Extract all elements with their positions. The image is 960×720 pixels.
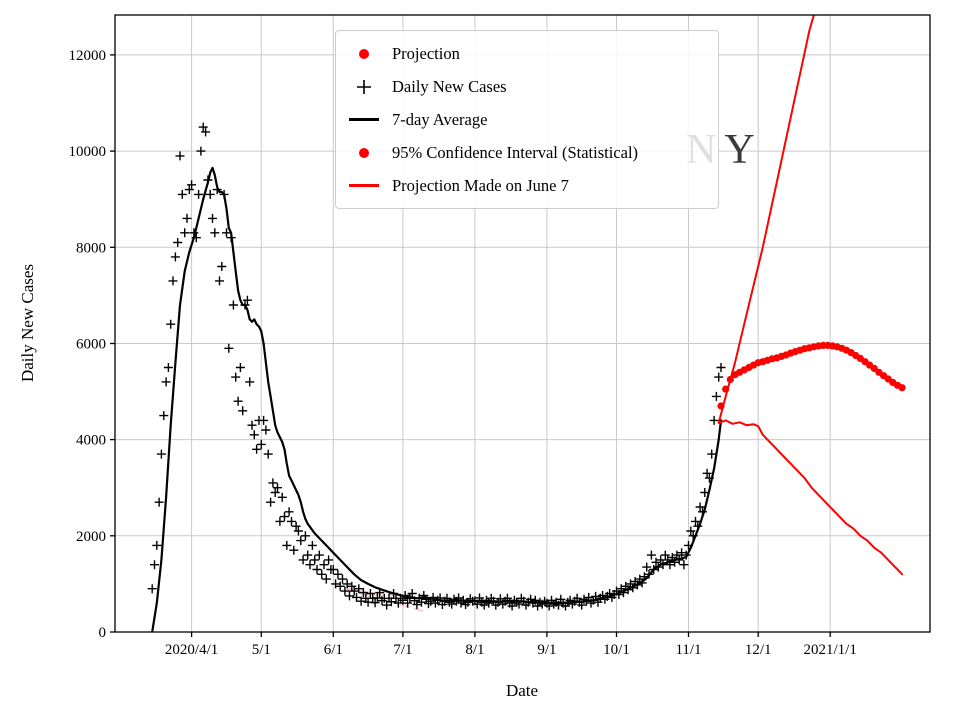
y-axis-label: Daily New Cases [18,263,37,383]
svg-text:10/1: 10/1 [603,642,630,658]
svg-text:11/1: 11/1 [675,642,701,658]
svg-text:9/1: 9/1 [537,642,556,658]
svg-text:5/1: 5/1 [252,642,271,658]
legend-label: 7-day Average [392,109,488,129]
legend-label: 95% Confidence Interval (Statistical) [392,142,639,162]
legend: Projection Daily New Cases 7-day Average… [335,30,719,209]
svg-text:0: 0 [99,625,107,641]
svg-text:12/1: 12/1 [745,642,772,658]
legend-item-projection: Projection [346,37,708,70]
legend-item-7-day-average: 7-day Average [346,103,708,136]
svg-text:8/1: 8/1 [465,642,484,658]
svg-text:6000: 6000 [76,337,106,353]
plus-marker-icon [346,78,382,96]
legend-item-june7-projection: Projection Made on June 7 [346,169,708,202]
x-axis-label: Date [505,681,539,700]
red-line-icon [346,184,382,187]
svg-text:4000: 4000 [76,433,106,449]
legend-label: Projection [392,43,460,63]
legend-label: Projection Made on June 7 [392,175,569,195]
svg-text:6/1: 6/1 [324,642,343,658]
svg-text:7/1: 7/1 [393,642,412,658]
projection-dot-icon [346,48,382,59]
svg-text:12000: 12000 [69,48,107,64]
legend-item-daily-new-cases: Daily New Cases [346,70,708,103]
svg-text:2000: 2000 [76,529,106,545]
legend-label: Daily New Cases [392,76,507,96]
confidence-dot-icon [346,147,382,158]
black-line-icon [346,118,382,121]
svg-text:2021/1/1: 2021/1/1 [804,642,857,658]
svg-text:10000: 10000 [69,144,107,160]
legend-item-confidence-interval: 95% Confidence Interval (Statistical) [346,136,708,169]
svg-text:2020/4/1: 2020/4/1 [165,642,218,658]
svg-text:8000: 8000 [76,240,106,256]
